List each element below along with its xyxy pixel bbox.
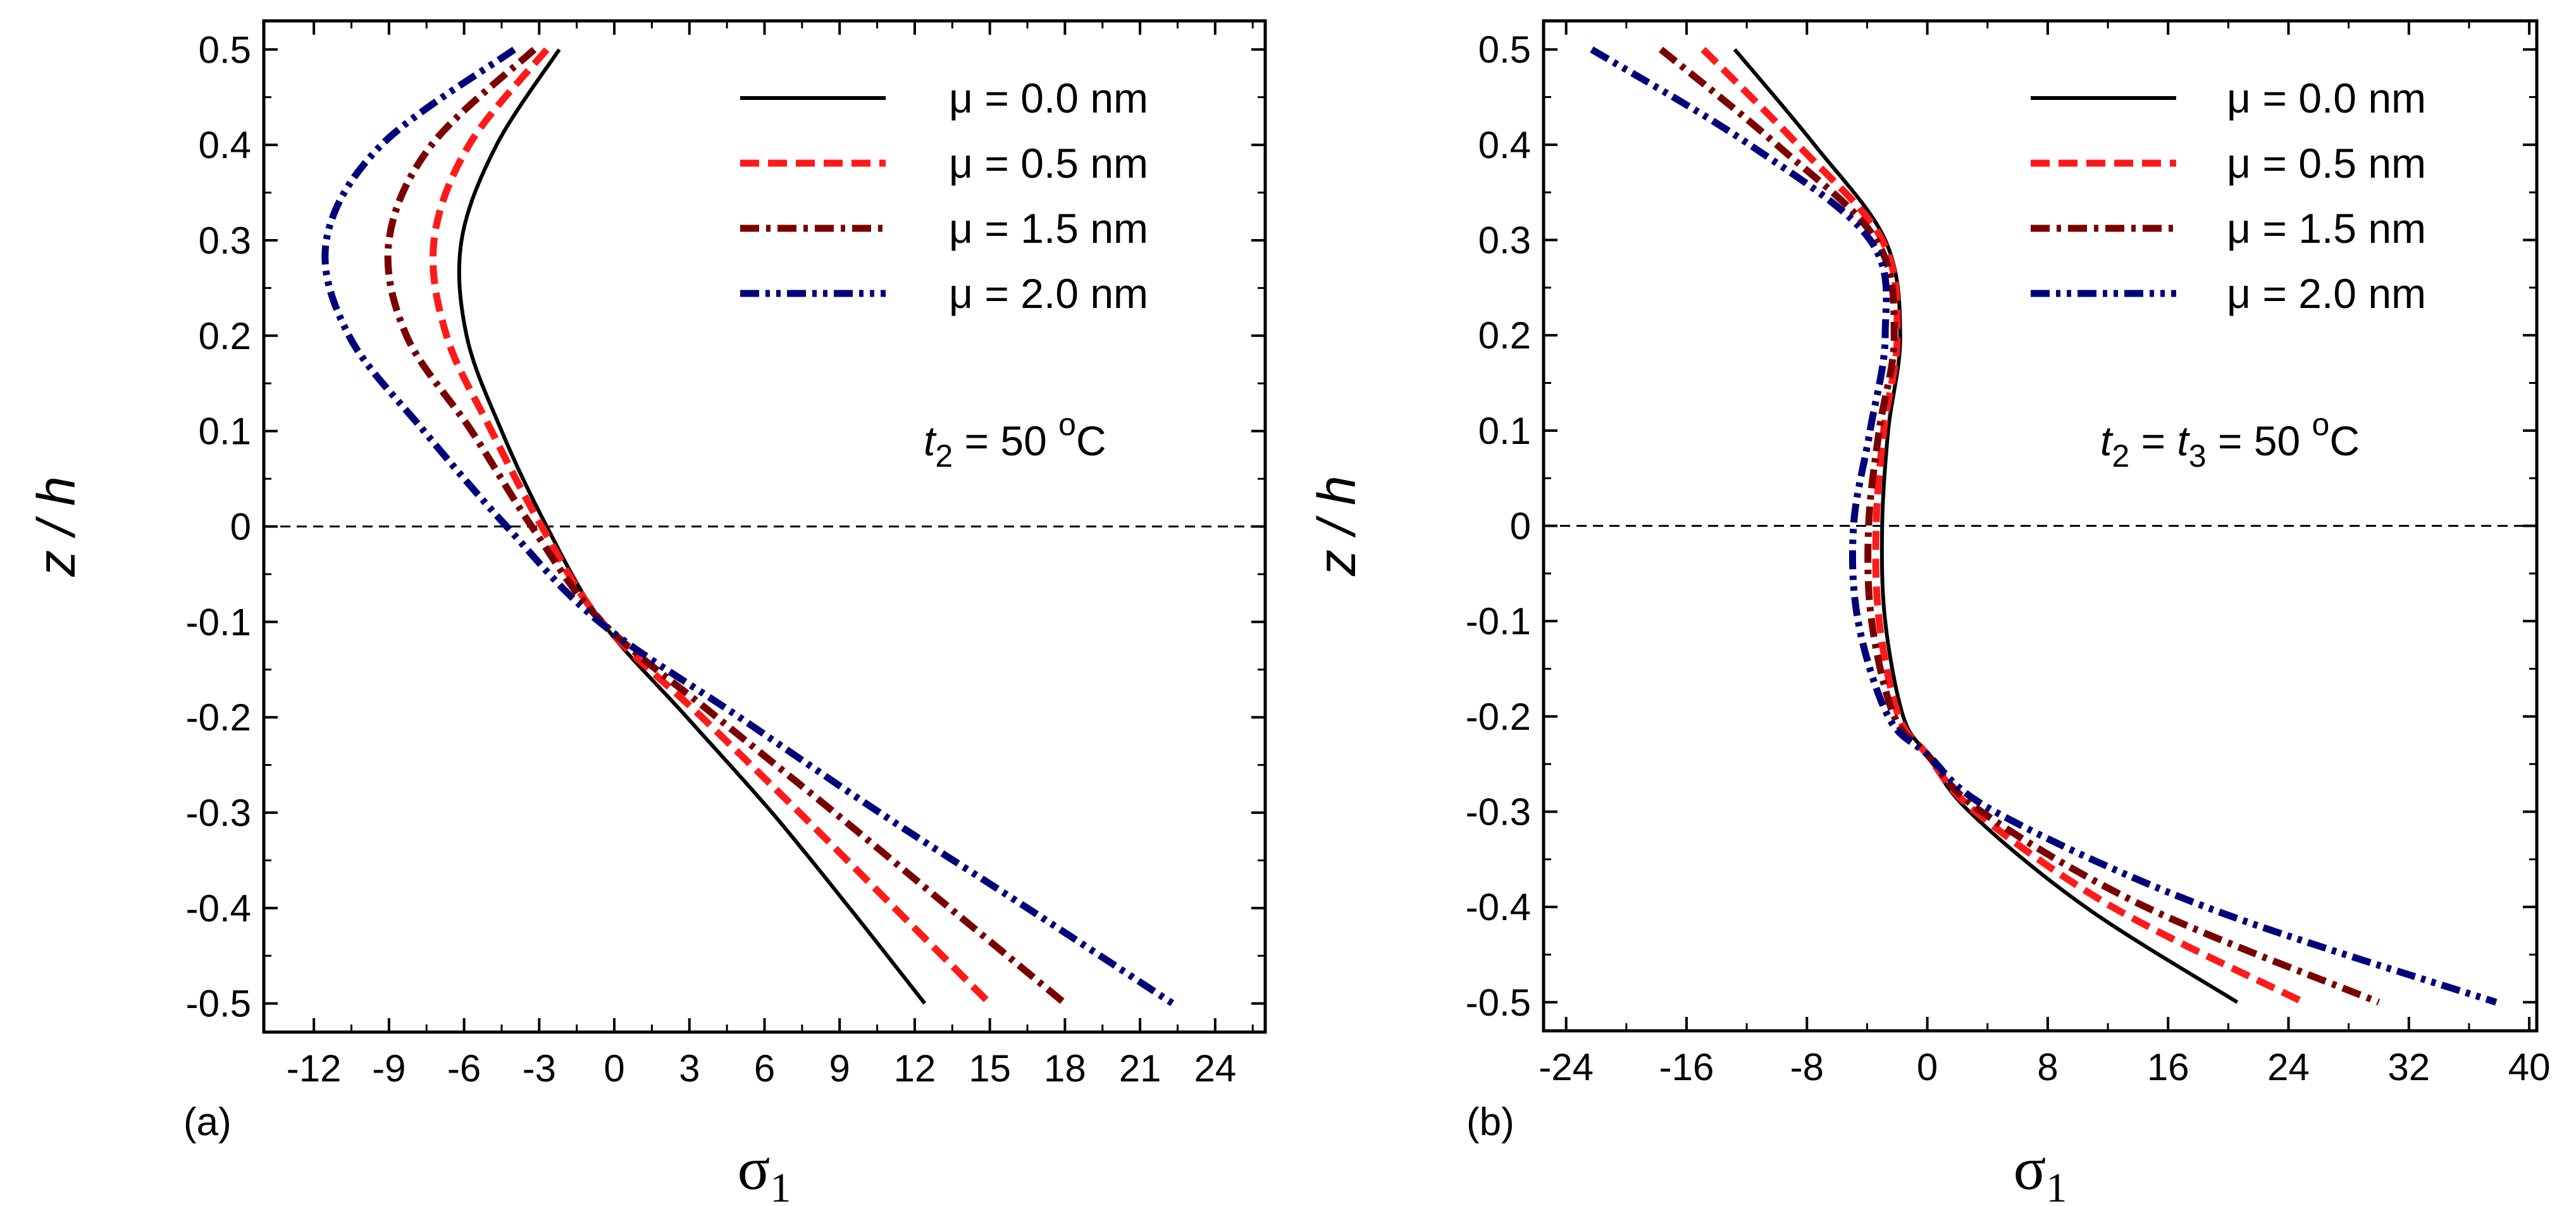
x-tick-label: 3 xyxy=(679,1047,700,1090)
x-tick-label: 0 xyxy=(1917,1046,1938,1088)
temperature-annotation: t2 = t3 = 50 oC xyxy=(2100,407,2360,474)
legend-label-2: μ = 1.5 nm xyxy=(949,205,1148,252)
y-tick-label: -0.4 xyxy=(1466,886,1531,928)
x-tick-label: 18 xyxy=(1044,1047,1086,1090)
annotation-part: = xyxy=(2129,417,2177,464)
legend-label-0: μ = 0.0 nm xyxy=(2227,75,2426,121)
y-tick-label: -0.2 xyxy=(186,696,251,739)
annotation-part: 2 xyxy=(935,438,953,474)
legend-label-3: μ = 2.0 nm xyxy=(2227,270,2426,317)
x-tick-label: 24 xyxy=(1194,1047,1236,1090)
x-tick-label: 40 xyxy=(2508,1046,2551,1088)
y-tick-label: -0.5 xyxy=(186,983,251,1025)
x-tick-label: 8 xyxy=(2037,1046,2058,1088)
x-axis-title-subscript: 1 xyxy=(2046,1165,2067,1206)
x-tick-label: -3 xyxy=(523,1047,556,1090)
x-tick-label: 32 xyxy=(2387,1046,2430,1088)
x-axis-title-main: σ xyxy=(2014,1135,2047,1202)
annotation-part: = 50 xyxy=(953,417,1058,464)
y-tick-label: 0.3 xyxy=(1478,219,1531,262)
legend-label-1: μ = 0.5 nm xyxy=(949,140,1148,187)
y-tick-label: 0.5 xyxy=(1478,28,1531,71)
y-tick-label: 0.3 xyxy=(199,219,251,262)
series-line-1 xyxy=(429,47,993,1006)
y-tick-label: 0.4 xyxy=(199,124,251,166)
series-line-2 xyxy=(1659,46,2381,1006)
x-axis-title: σ1 xyxy=(2014,1135,2067,1206)
annotation-part: t xyxy=(2100,417,2114,464)
series-line-3 xyxy=(1590,46,2498,1006)
x-tick-label: 24 xyxy=(2267,1046,2310,1088)
x-tick-label: 15 xyxy=(969,1047,1011,1090)
x-axis-title-subscript: 1 xyxy=(770,1165,791,1206)
y-tick-label: -0.2 xyxy=(1466,696,1531,738)
annotation-part: o xyxy=(1058,407,1076,442)
legend-label-1: μ = 0.5 nm xyxy=(2227,140,2426,187)
annotation-part: 2 xyxy=(2112,438,2129,474)
panel-label: (a) xyxy=(183,1100,232,1144)
panel-a: -12 -9 -6 -3 0 3 6 9 12 15 18 21 240.50.40.30.20.10-… xyxy=(27,19,1267,1206)
annotation-part: t xyxy=(924,417,937,464)
y-tick-label: 0.4 xyxy=(1478,124,1531,166)
y-tick-label: 0.1 xyxy=(1478,410,1531,452)
y-tick-label: 0.5 xyxy=(199,28,251,71)
series-line-0 xyxy=(1733,48,2239,1004)
y-tick-label: -0.5 xyxy=(1466,981,1531,1024)
y-tick-label: 0.1 xyxy=(199,410,251,453)
panel-b: -24 -16 -8 0 8 16 24 32 400.50.40.30.20.10-0.1-0… xyxy=(1307,19,2551,1206)
annotation-part: C xyxy=(2329,417,2360,464)
x-axis-title-main: σ xyxy=(738,1135,771,1202)
temperature-annotation: t2 = 50 oC xyxy=(924,407,1106,474)
y-tick-label: 0.2 xyxy=(1478,314,1531,357)
x-tick-label: 21 xyxy=(1119,1047,1161,1090)
y-tick-label: 0 xyxy=(1510,505,1531,548)
x-tick-label: -24 xyxy=(1539,1046,1594,1088)
annotation-part: t xyxy=(2177,417,2190,464)
y-axis-title: z / h xyxy=(1307,476,1366,577)
series-line-0 xyxy=(457,48,927,1005)
y-tick-label: -0.1 xyxy=(1466,600,1531,643)
y-tick-label: -0.4 xyxy=(186,887,251,930)
x-tick-label: 16 xyxy=(2147,1046,2189,1088)
panel-label: (b) xyxy=(1466,1100,1514,1144)
series-line-3 xyxy=(321,46,1175,1007)
y-tick-label: -0.3 xyxy=(186,792,251,834)
x-tick-label: 12 xyxy=(894,1047,936,1090)
legend-label-0: μ = 0.0 nm xyxy=(949,75,1148,121)
annotation-part: = 50 xyxy=(2207,417,2312,464)
annotation-part: C xyxy=(1076,417,1106,464)
x-tick-label: 6 xyxy=(754,1047,775,1090)
x-tick-label: -12 xyxy=(287,1047,342,1090)
y-axis-title: z / h xyxy=(27,476,86,577)
annotation-part: o xyxy=(2312,407,2330,442)
x-tick-label: -16 xyxy=(1659,1046,1714,1088)
legend-label-2: μ = 1.5 nm xyxy=(2227,205,2426,252)
x-tick-label: -9 xyxy=(372,1047,406,1090)
x-tick-label: 9 xyxy=(829,1047,850,1090)
y-tick-label: -0.3 xyxy=(1466,791,1531,833)
y-tick-label: 0 xyxy=(230,506,251,548)
annotation-part: 3 xyxy=(2189,438,2207,474)
series-line-1 xyxy=(1700,47,2305,1006)
x-tick-label: 0 xyxy=(604,1047,624,1090)
x-tick-label: -8 xyxy=(1790,1046,1824,1088)
legend-label-3: μ = 2.0 nm xyxy=(949,270,1148,317)
y-tick-label: 0.2 xyxy=(199,315,251,357)
x-axis-title: σ1 xyxy=(738,1135,791,1206)
series-line-2 xyxy=(384,47,1067,1006)
x-tick-label: -6 xyxy=(447,1047,481,1090)
y-tick-label: -0.1 xyxy=(186,601,251,643)
